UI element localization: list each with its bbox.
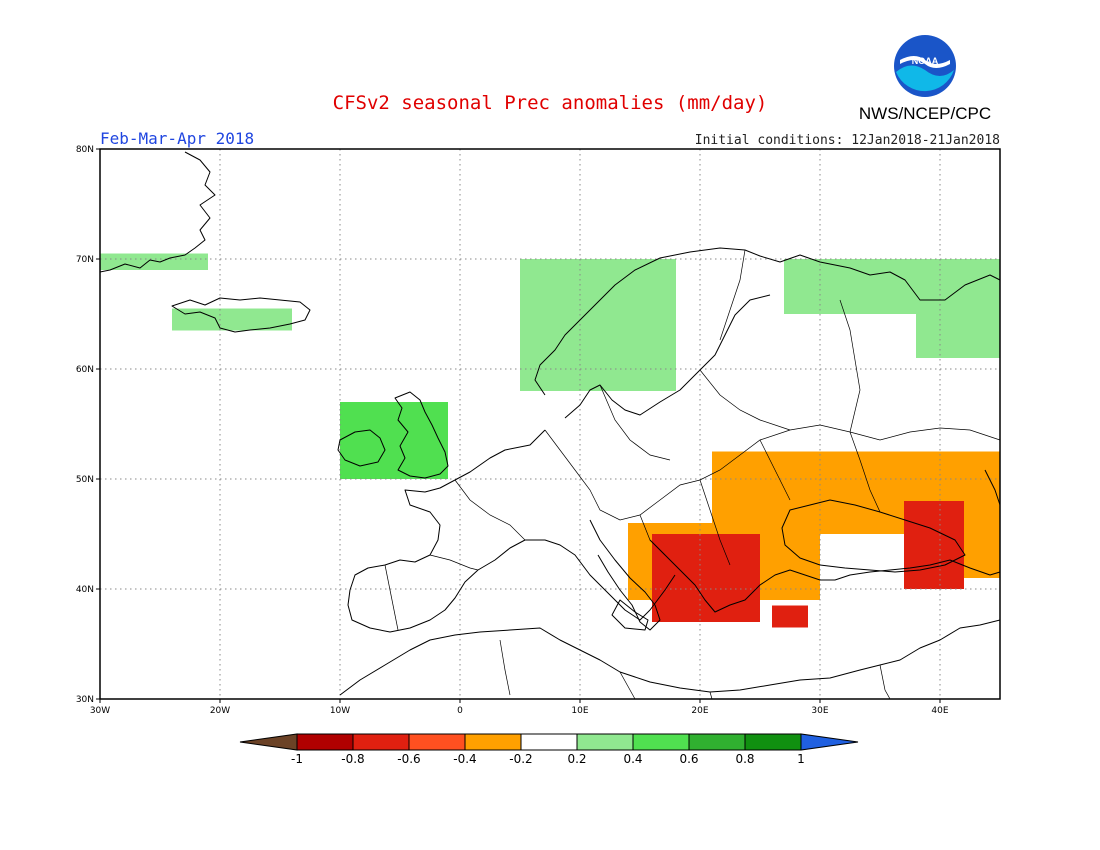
- anomaly-region: [772, 605, 808, 628]
- anomaly-region: [652, 534, 760, 622]
- lat-tick-label: 30N: [76, 695, 94, 705]
- season-label: Feb-Mar-Apr 2018: [100, 129, 254, 148]
- colorbar-swatch: [576, 733, 634, 751]
- lat-tick-label: 60N: [76, 365, 94, 375]
- lat-tick-label: 70N: [76, 255, 94, 265]
- lat-tick-label: 40N: [76, 585, 94, 595]
- graticule: [100, 149, 1000, 699]
- colorbar-label: -0.4: [453, 752, 476, 766]
- lon-tick-label: 10W: [330, 706, 350, 716]
- noaa-logo: NOAA: [894, 35, 956, 97]
- colorbar-swatch: [688, 733, 746, 751]
- anomaly-region: [904, 501, 964, 589]
- political-borders: [384, 249, 1001, 700]
- colorbar-label: 1: [797, 752, 805, 766]
- noaa-logo-text: NOAA: [912, 56, 939, 66]
- colorbar-label: 0.8: [735, 752, 754, 766]
- longitude-ticks: 30W 20W 10W 0 10E 20E 30E 40E: [90, 699, 949, 716]
- lon-tick-label: 30E: [811, 706, 828, 716]
- map-frame: 30W 20W 10W 0 10E 20E 30E 40E 80N 70N 60N 50N 40N 30…: [76, 145, 1001, 716]
- colorbar-low-arrow: [239, 733, 298, 751]
- anomaly-region: [916, 292, 1000, 358]
- lon-tick-label: 10E: [571, 706, 588, 716]
- lat-tick-label: 50N: [76, 475, 94, 485]
- colorbar-label: -1: [291, 752, 303, 766]
- colorbar-label: -0.8: [341, 752, 364, 766]
- map-title: CFSv2 seasonal Prec anomalies (mm/day): [333, 92, 768, 114]
- anomaly-region: [340, 402, 448, 479]
- lon-tick-label: 30W: [90, 706, 110, 716]
- anomaly-region: [100, 253, 208, 270]
- colorbar-swatch: [352, 733, 410, 751]
- lon-tick-label: 0: [457, 706, 463, 716]
- colorbar-label: 0.2: [567, 752, 586, 766]
- colorbar-swatch: [520, 733, 578, 751]
- colorbar-label: 0.4: [623, 752, 642, 766]
- colorbar-swatch: [408, 733, 466, 751]
- map-background: [100, 149, 1000, 699]
- colorbar-label: 0.6: [679, 752, 698, 766]
- colorbar: -1 -0.8 -0.6 -0.4 -0.2 0.2 0.4 0.6 0.8 1: [239, 733, 859, 766]
- lon-tick-label: 20W: [210, 706, 230, 716]
- coastlines: [99, 151, 1001, 696]
- anomaly-region: [172, 308, 292, 331]
- map-border: [99, 148, 1001, 700]
- anomaly-region: [520, 259, 676, 391]
- lat-tick-label: 80N: [76, 145, 94, 155]
- colorbar-label: -0.2: [509, 752, 532, 766]
- lon-tick-label: 40E: [931, 706, 948, 716]
- anomaly-layer: [100, 253, 1000, 628]
- colorbar-label: -0.6: [397, 752, 420, 766]
- colorbar-swatch: [632, 733, 690, 751]
- agency-label: NWS/NCEP/CPC: [859, 104, 991, 123]
- colorbar-swatch: [744, 733, 802, 751]
- initial-conditions-label: Initial conditions: 12Jan2018-21Jan2018: [695, 133, 1000, 148]
- colorbar-high-arrow: [800, 733, 859, 751]
- colorbar-swatch: [296, 733, 354, 751]
- lon-tick-label: 20E: [691, 706, 708, 716]
- latitude-ticks: 80N 70N 60N 50N 40N 30N: [76, 145, 100, 705]
- colorbar-swatch: [464, 733, 522, 751]
